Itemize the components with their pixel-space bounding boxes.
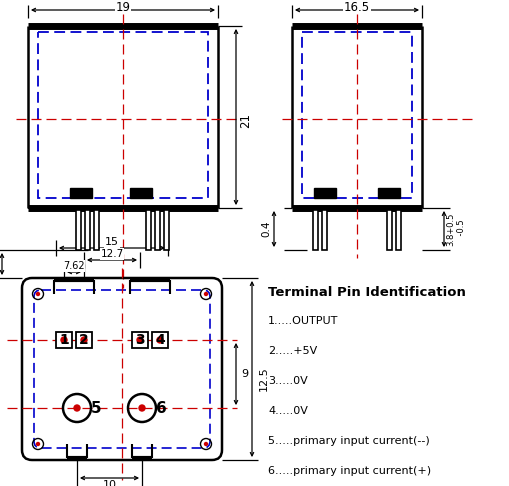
- Circle shape: [139, 405, 145, 411]
- Text: 4: 4: [155, 333, 164, 347]
- Bar: [70, 188, 92, 198]
- Bar: [132, 332, 148, 348]
- Text: 4.....0V: 4.....0V: [267, 406, 307, 416]
- Text: 12.7: 12.7: [100, 249, 123, 259]
- Text: 3.....0V: 3.....0V: [267, 376, 307, 386]
- Text: 1: 1: [59, 333, 69, 347]
- Circle shape: [61, 337, 67, 343]
- Text: 5.....primary input current(--): 5.....primary input current(--): [267, 436, 429, 446]
- Bar: [38, 32, 208, 198]
- Bar: [94, 210, 99, 250]
- Text: 0.4: 0.4: [261, 221, 270, 237]
- Text: 9: 9: [241, 369, 248, 379]
- Bar: [86, 210, 90, 250]
- Text: 6: 6: [156, 400, 166, 416]
- Bar: [301, 32, 411, 198]
- Circle shape: [204, 442, 207, 446]
- Text: 3: 3: [135, 333, 145, 347]
- Text: 6.....primary input current(+): 6.....primary input current(+): [267, 466, 430, 476]
- Bar: [395, 210, 400, 250]
- Text: 12.5: 12.5: [259, 366, 268, 391]
- Text: Terminal Pin Identification: Terminal Pin Identification: [267, 286, 465, 299]
- Bar: [313, 210, 318, 250]
- Bar: [314, 188, 335, 198]
- Bar: [386, 210, 391, 250]
- Bar: [56, 332, 72, 348]
- Circle shape: [204, 293, 207, 295]
- Text: 19: 19: [115, 0, 130, 14]
- Text: 7.62: 7.62: [63, 261, 84, 271]
- Bar: [321, 210, 326, 250]
- Bar: [377, 188, 399, 198]
- Text: 2.....+5V: 2.....+5V: [267, 346, 317, 356]
- Text: 10: 10: [102, 480, 116, 486]
- Text: 3.8+0.5
    -0.5: 3.8+0.5 -0.5: [445, 212, 465, 246]
- Circle shape: [37, 293, 39, 295]
- Circle shape: [37, 442, 39, 446]
- Circle shape: [137, 337, 143, 343]
- Bar: [155, 210, 160, 250]
- Text: 15: 15: [105, 237, 119, 247]
- Bar: [152, 332, 167, 348]
- Circle shape: [74, 405, 80, 411]
- Bar: [76, 332, 92, 348]
- Circle shape: [81, 337, 87, 343]
- Text: 16.5: 16.5: [343, 0, 370, 14]
- Text: 21: 21: [239, 112, 252, 127]
- Bar: [164, 210, 169, 250]
- Circle shape: [157, 337, 163, 343]
- Text: 1.....OUTPUT: 1.....OUTPUT: [267, 316, 337, 326]
- Text: 5: 5: [91, 400, 101, 416]
- Bar: [76, 210, 81, 250]
- Bar: [146, 210, 151, 250]
- Text: 2: 2: [79, 333, 89, 347]
- Bar: [130, 188, 152, 198]
